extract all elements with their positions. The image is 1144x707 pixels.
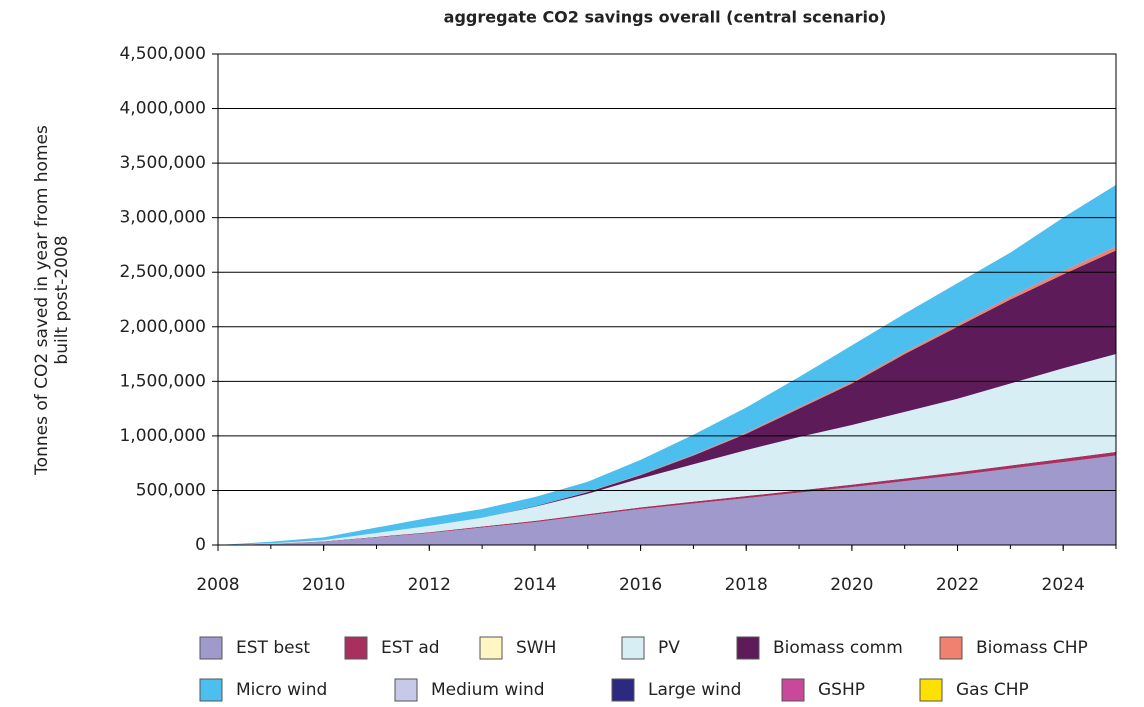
- y-tick-label: 1,500,000: [119, 371, 206, 391]
- legend-label: GSHP: [818, 680, 865, 700]
- legend-swatch: [199, 678, 223, 702]
- x-tick-label: 2024: [1042, 575, 1085, 595]
- legend-swatch: [479, 636, 503, 660]
- legend-swatch: [781, 678, 805, 702]
- y-tick-label: 1,000,000: [119, 426, 206, 446]
- area: [218, 250, 1116, 545]
- y-axis-label: Tonnes of CO2 saved in year from homes: [32, 125, 52, 476]
- legend-label: EST best: [236, 638, 310, 658]
- legend-label: Large wind: [648, 680, 741, 700]
- y-tick-label: 2,500,000: [119, 262, 206, 282]
- legend-label: SWH: [516, 638, 556, 658]
- legend-swatch: [611, 678, 635, 702]
- legend-swatch: [199, 636, 223, 660]
- legend-label: Micro wind: [236, 680, 327, 700]
- plot-frame: [217, 53, 1117, 546]
- area: [218, 455, 1116, 545]
- y-tick-label: 0: [195, 535, 206, 555]
- legend-swatch: [344, 636, 368, 660]
- x-tick-label: 2022: [936, 575, 979, 595]
- legend-label: Gas CHP: [956, 680, 1029, 700]
- legend-label: Biomass comm: [773, 638, 903, 658]
- y-tick-label: 4,500,000: [119, 44, 206, 64]
- x-tick-label: 2008: [196, 575, 239, 595]
- y-axis-label: built post-2008: [52, 235, 72, 364]
- y-tick-label: 3,000,000: [119, 208, 206, 228]
- legend-label: Medium wind: [431, 680, 545, 700]
- legend-swatch: [621, 636, 645, 660]
- legend-swatch: [939, 636, 963, 660]
- x-tick-label: 2016: [619, 575, 662, 595]
- legend-label: PV: [658, 638, 680, 658]
- legend-swatch: [736, 636, 760, 660]
- y-tick-label: 3,500,000: [119, 153, 206, 173]
- x-tick-label: 2020: [830, 575, 873, 595]
- x-tick-label: 2014: [513, 575, 556, 595]
- y-tick-label: 2,000,000: [119, 317, 206, 337]
- legend-swatch: [394, 678, 418, 702]
- y-tick-label: 500,000: [136, 480, 206, 500]
- area: [218, 354, 1116, 545]
- x-tick-label: 2010: [302, 575, 345, 595]
- x-tick-label: 2012: [408, 575, 451, 595]
- y-tick-label: 4,000,000: [119, 99, 206, 119]
- chart-title: aggregate CO2 savings overall (central s…: [444, 8, 887, 27]
- x-tick-label: 2018: [725, 575, 768, 595]
- legend-label: Biomass CHP: [976, 638, 1088, 658]
- legend-swatch: [919, 678, 943, 702]
- legend-label: EST ad: [381, 638, 440, 658]
